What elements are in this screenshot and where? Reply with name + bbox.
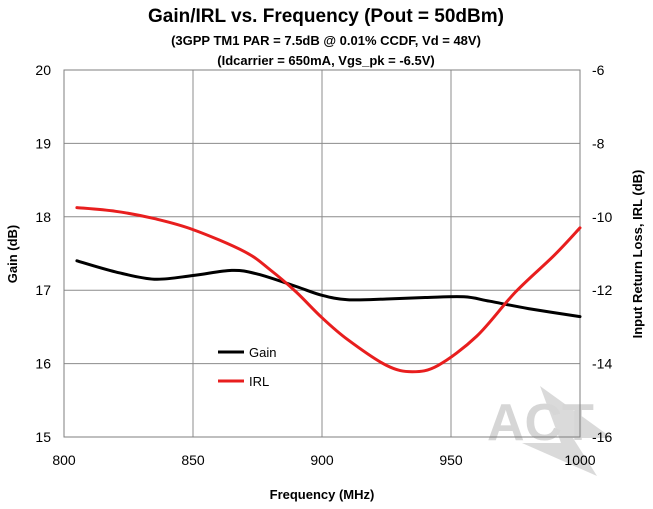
left-y-tick-label: 18 — [35, 209, 51, 225]
right-y-tick-label: -12 — [592, 282, 612, 298]
left-y-tick-label: 20 — [35, 62, 51, 78]
x-axis-label: Frequency (MHz) — [270, 487, 375, 502]
act-watermark-logo: ACT — [487, 386, 612, 476]
chart-title: Gain/IRL vs. Frequency (Pout = 50dBm) — [148, 6, 504, 27]
left-y-axis-label: Gain (dB) — [5, 225, 20, 284]
series-layer — [75, 206, 582, 374]
x-tick-label: 950 — [439, 452, 463, 468]
series-line-irl — [75, 206, 582, 374]
right-y-tick-label: -10 — [592, 209, 612, 225]
x-axis-ticks: 800 850 900 950 1000 — [52, 452, 595, 468]
right-y-axis-ticks: -16 -14 -12 -10 -8 -6 — [592, 62, 612, 445]
x-tick-label: 850 — [181, 452, 205, 468]
right-y-tick-label: -8 — [592, 135, 605, 151]
left-y-tick-label: 19 — [35, 135, 51, 151]
left-y-tick-label: 15 — [35, 429, 51, 445]
left-y-tick-label: 17 — [35, 282, 51, 298]
chart-subtitle-line-2: (Idcarrier = 650mA, Vgs_pk = -6.5V) — [217, 53, 435, 68]
x-tick-label: 900 — [310, 452, 334, 468]
series-line-gain — [75, 259, 582, 319]
legend-label-gain: Gain — [249, 345, 276, 360]
right-y-axis-label: Input Return Loss, IRL (dB) — [630, 170, 645, 339]
x-tick-label: 800 — [52, 452, 76, 468]
chart-subtitle-line-1: (3GPP TM1 PAR = 7.5dB @ 0.01% CCDF, Vd =… — [171, 33, 481, 48]
left-y-axis-ticks: 15 16 17 18 19 20 — [35, 62, 51, 445]
legend: Gain IRL — [218, 345, 276, 389]
watermark-text: ACT — [487, 394, 594, 452]
right-y-tick-label: -16 — [592, 429, 612, 445]
plot-area-frame — [63, 69, 581, 438]
legend-label-irl: IRL — [249, 374, 269, 389]
right-y-tick-label: -14 — [592, 356, 612, 372]
x-tick-label: 1000 — [564, 452, 595, 468]
right-y-tick-label: -6 — [592, 62, 605, 78]
left-y-tick-label: 16 — [35, 356, 51, 372]
